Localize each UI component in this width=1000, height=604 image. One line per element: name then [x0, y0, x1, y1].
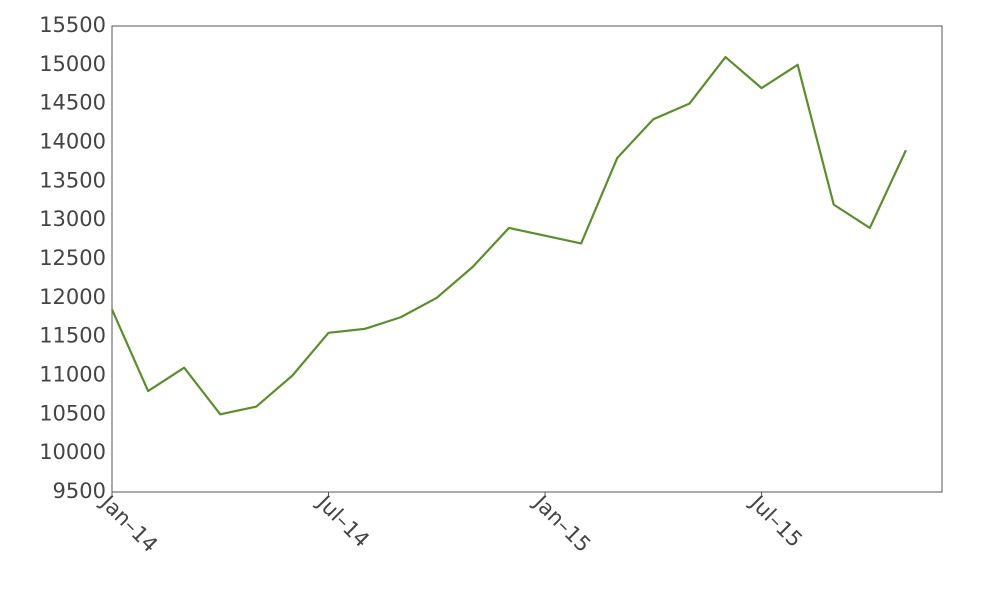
x-tick-label: Jan–14 — [95, 489, 163, 557]
y-tick-label: 14000 — [39, 130, 106, 154]
y-tick-label: 12000 — [39, 285, 106, 309]
y-tick-label: 11500 — [39, 324, 106, 348]
y-tick-label: 11000 — [39, 363, 106, 387]
y-tick-label: 12500 — [39, 246, 106, 270]
x-tick-label: Jul–14 — [311, 489, 374, 552]
y-tick-label: 15500 — [39, 13, 106, 37]
x-tick-label: Jul–15 — [744, 489, 807, 552]
y-tick-label: 15000 — [39, 52, 106, 76]
y-tick-label: 9500 — [53, 479, 106, 503]
plot-frame — [111, 25, 943, 493]
data-line — [110, 55, 907, 416]
x-tick-label: Jan–15 — [528, 489, 596, 557]
y-tick-label: 13500 — [39, 168, 106, 192]
y-tick-label: 14500 — [39, 91, 106, 115]
y-tick-label: 13000 — [39, 207, 106, 231]
y-tick-label: 10500 — [39, 401, 106, 425]
y-tick-label: 10000 — [39, 440, 106, 464]
